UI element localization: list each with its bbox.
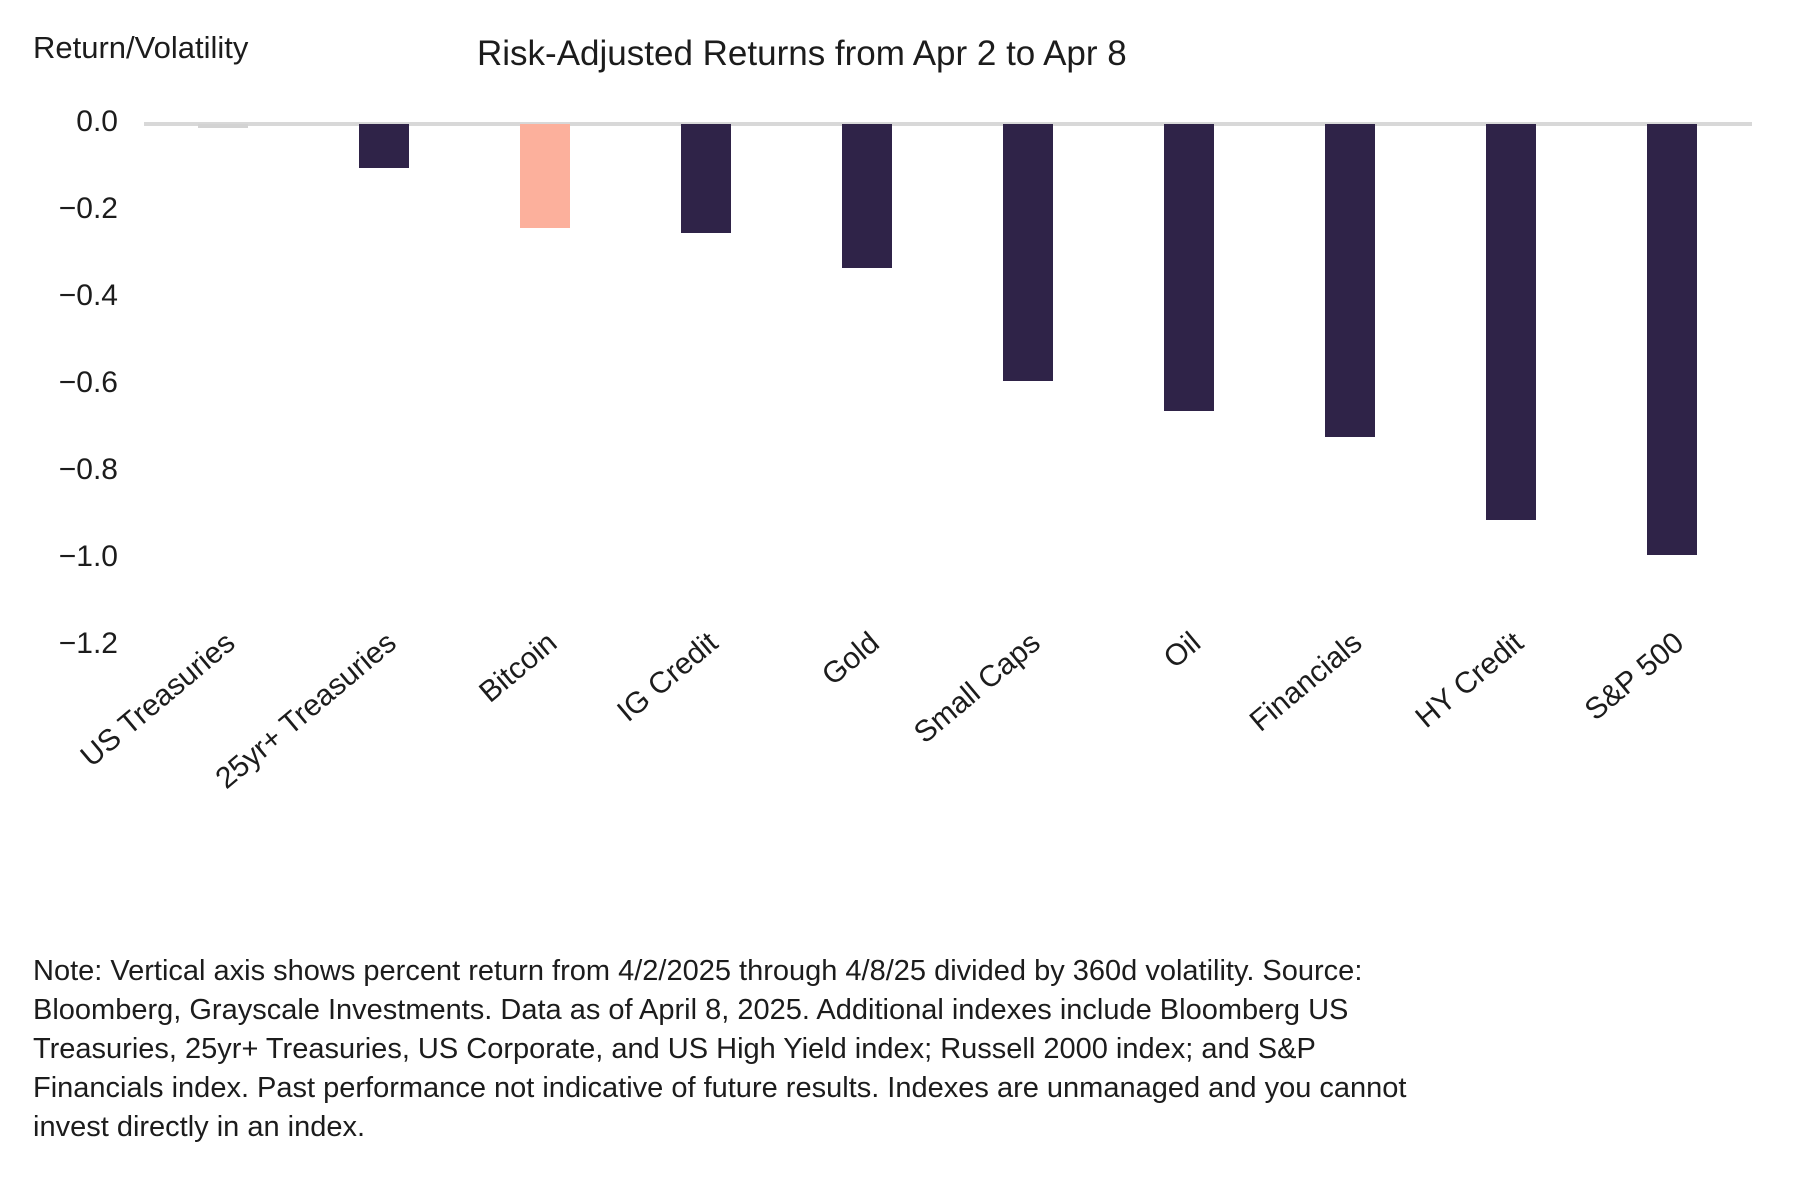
y-tick-minus-0.2: −0.2 (58, 192, 118, 225)
bar-us-treasuries (198, 124, 248, 128)
zero-axis-line (144, 122, 1752, 126)
y-axis-title: Return/Volatility (33, 30, 249, 65)
bar-financials (1325, 124, 1375, 437)
x-label-s-p-500: S&P 500 (1578, 625, 1691, 728)
chart-title: Risk-Adjusted Returns from Apr 2 to Apr … (477, 34, 1127, 73)
bar-s-p-500 (1647, 124, 1697, 555)
plot-area: 0.0 −0.2 −0.4 −0.6 −0.8 −1.0 −1.2 US Treasurie… (58, 105, 1752, 795)
footnote: Note: Vertical axis shows percent return… (33, 955, 1407, 1143)
bar-oil (1164, 124, 1214, 411)
y-tick-minus-1.2: −1.2 (58, 627, 118, 660)
bar-25yr-treasuries (359, 124, 409, 168)
y-tick-minus-0.6: −0.6 (58, 366, 118, 399)
bar-bitcoin (520, 124, 570, 228)
y-tick-minus-0.4: −0.4 (58, 279, 118, 312)
bar-small-caps (1003, 124, 1053, 381)
y-tick-minus-0.8: −0.8 (58, 453, 118, 486)
bar-hy-credit (1486, 124, 1536, 520)
bar-ig-credit (681, 124, 731, 233)
x-label-holder-s-p-500: S&P 500 (1260, 622, 1691, 727)
bar-gold (842, 124, 892, 268)
y-tick-minus-1.0: −1.0 (58, 540, 118, 573)
y-tick-0.0: 0.0 (76, 105, 118, 138)
